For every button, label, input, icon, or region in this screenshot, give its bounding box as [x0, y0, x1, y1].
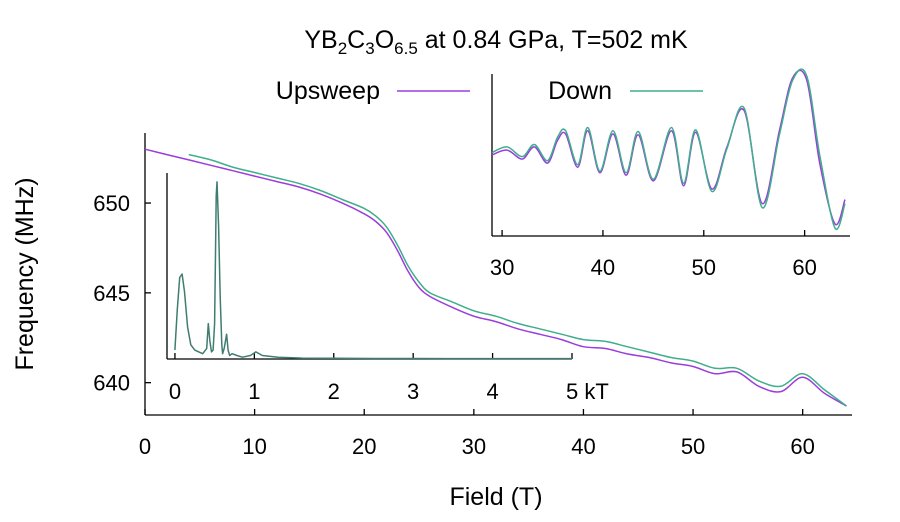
title-sub: 3 — [365, 39, 374, 58]
x-axis-label: Field (T) — [449, 483, 542, 511]
osc-x-tick-label: 50 — [692, 255, 716, 280]
fft-x-tick-label: 5 kT — [566, 379, 609, 404]
title-sub: 2 — [338, 39, 347, 58]
y-axis-label: Frequency (MHz) — [11, 177, 39, 370]
oscillation-inset: 30 40 50 60 — [490, 68, 850, 280]
fft-x-tick-label: 0 — [169, 379, 181, 404]
fft-spectrum-line — [174, 181, 572, 360]
series-line-down — [188, 153, 847, 407]
y-tick-label: 640 — [93, 371, 130, 396]
y-tick-label: 650 — [93, 191, 130, 216]
title-part: YB — [304, 26, 337, 54]
title-part: at 0.84 GPa, T=502 mK — [418, 26, 688, 54]
fft-x-tick-label: 3 — [407, 379, 419, 404]
fft-x-tick-label: 2 — [328, 379, 340, 404]
x-tick-label: 20 — [352, 434, 376, 459]
title-part: C — [347, 26, 365, 54]
main-series-group — [144, 148, 847, 407]
osc-line-upsweep — [491, 69, 846, 226]
x-tick-label: 40 — [571, 434, 595, 459]
fft-inset: 0 1 2 3 4 5 kT — [166, 173, 609, 404]
osc-line-down — [491, 68, 846, 231]
legend: Upsweep Down — [276, 77, 703, 105]
fft-x-tick-label: 1 — [248, 379, 260, 404]
legend-label-upsweep: Upsweep — [276, 77, 380, 105]
legend-label-down: Down — [548, 77, 612, 105]
y-tick-label: 645 — [93, 281, 130, 306]
title-sub: 6.5 — [394, 39, 418, 58]
x-tick-label: 50 — [681, 434, 705, 459]
x-tick-label: 10 — [242, 434, 266, 459]
osc-x-tick-label: 40 — [591, 255, 615, 280]
x-tick-label: 0 — [139, 434, 151, 459]
osc-x-tick-label: 60 — [792, 255, 816, 280]
title-part: O — [375, 26, 394, 54]
series-line-upsweep — [144, 148, 847, 407]
x-tick-label: 60 — [790, 434, 814, 459]
osc-x-tick-label: 30 — [490, 255, 514, 280]
fft-x-tick-label: 4 — [486, 379, 498, 404]
x-tick-label: 30 — [462, 434, 486, 459]
chart-title: YB2C3O6.5 at 0.84 GPa, T=502 mK — [304, 26, 688, 58]
